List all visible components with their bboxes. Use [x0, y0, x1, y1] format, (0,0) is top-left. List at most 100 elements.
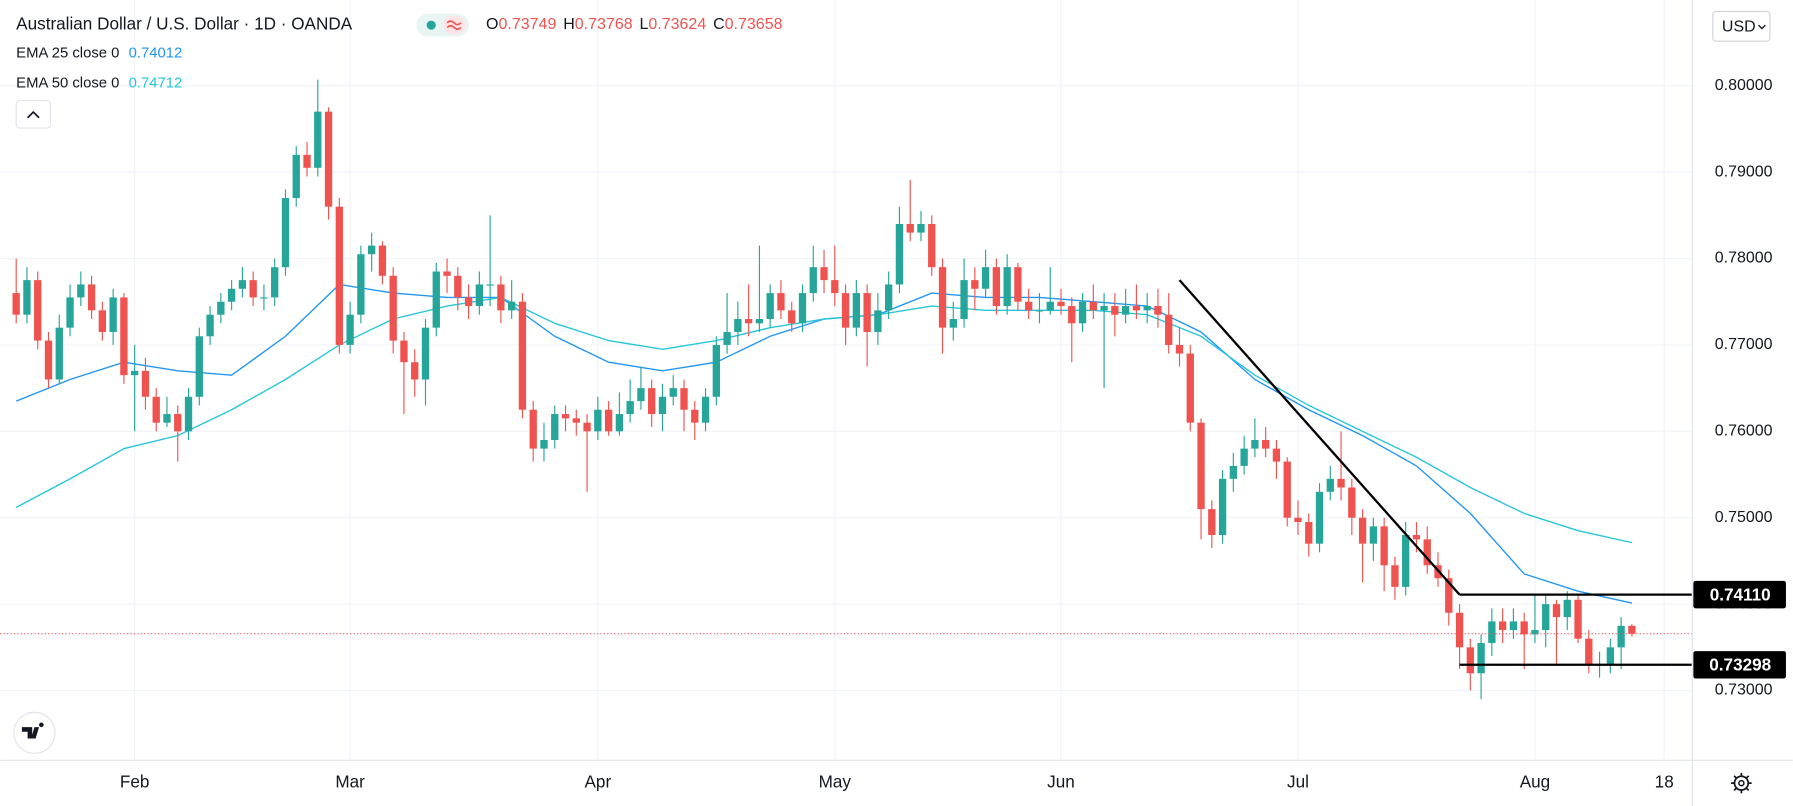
candle-body — [195, 336, 203, 397]
candle-body — [1175, 344, 1184, 354]
candle-body — [1014, 267, 1022, 302]
candle-body — [1078, 301, 1087, 324]
ohlc-legend: O0.73749 H0.73768 L0.73624 C0.73658 — [486, 16, 783, 33]
candle-body — [744, 319, 753, 324]
candle-body — [131, 370, 139, 376]
candle-body — [917, 223, 925, 233]
candle-body — [378, 245, 387, 276]
candle-body — [1121, 306, 1130, 315]
indicator-text: EMA 25 close 0 0.74012 — [16, 46, 182, 62]
candle-body — [174, 414, 182, 432]
y-tick-label: 0.80000 — [1715, 77, 1773, 94]
settings-button[interactable] — [1731, 772, 1752, 794]
candle-body — [906, 223, 914, 233]
candle-body — [1563, 599, 1571, 618]
ohlc-key: H — [563, 16, 575, 33]
trendline — [1178, 279, 1461, 596]
candle-body — [723, 331, 731, 345]
candle-body — [766, 293, 774, 320]
candle-body — [1283, 461, 1291, 518]
candle-body — [421, 327, 430, 380]
tradingview-logo[interactable] — [13, 711, 56, 754]
candle-body — [1498, 621, 1507, 631]
candle-body — [1542, 604, 1550, 631]
ohlc-value: 0.73658 — [725, 16, 783, 33]
candle-body — [1606, 647, 1615, 665]
x-tick-label: Jul — [1287, 772, 1309, 792]
candle-body — [1574, 599, 1582, 639]
candle-body — [518, 301, 527, 410]
candle-body — [1358, 517, 1367, 544]
candle-body — [1326, 478, 1334, 492]
gear-teeth — [1731, 772, 1752, 794]
candle-body — [367, 245, 376, 255]
candle-body — [809, 267, 817, 294]
candle-body — [281, 198, 290, 268]
candle-body — [648, 388, 656, 415]
candle-body — [249, 280, 257, 298]
collapse-button[interactable] — [15, 100, 52, 129]
candle-body — [1628, 625, 1636, 634]
candle-body — [583, 422, 591, 432]
candle-body — [87, 284, 96, 311]
indicator-legend: EMA 25 close 0 0.74012 EMA 50 close 0 0.747… — [16, 46, 182, 92]
x-tick-label: Aug — [1520, 772, 1550, 792]
candle-body — [184, 396, 193, 432]
indicator-value: 0.74012 — [129, 46, 183, 62]
candle-body — [928, 223, 936, 268]
candle-body — [658, 396, 667, 415]
candle-body — [701, 396, 710, 423]
currency-button[interactable] — [1712, 10, 1771, 42]
candle-body — [1186, 353, 1194, 423]
candle-body — [227, 288, 236, 302]
candle-body — [260, 297, 268, 299]
candle-body — [691, 409, 699, 423]
ohlc-text: O0.73749 H0.73768 L0.73624 C0.73658 — [486, 16, 783, 33]
candle-body — [1003, 267, 1011, 307]
candle-body — [938, 267, 947, 328]
x-tick-label: May — [819, 772, 852, 792]
candle-body — [1197, 422, 1205, 510]
candle-body — [389, 275, 397, 341]
candle-body — [863, 293, 871, 332]
candle-body — [1272, 448, 1281, 462]
level-label: 0.73298 — [1709, 654, 1771, 674]
candle-body — [1391, 565, 1399, 587]
candle-body — [680, 388, 688, 410]
candle-body — [475, 284, 484, 307]
candle-body — [109, 297, 117, 332]
candle-body — [1111, 306, 1119, 315]
candle-body — [755, 319, 764, 324]
currency-label: USD — [1722, 19, 1756, 36]
candle-body — [1509, 621, 1518, 631]
candle-body — [314, 111, 322, 168]
candle-body — [1089, 301, 1097, 311]
wave-icon — [446, 20, 462, 30]
x-tick-label: Apr — [585, 772, 612, 792]
candle-body — [1100, 306, 1108, 311]
candle-body — [1402, 535, 1410, 587]
candle-body — [1294, 517, 1302, 523]
ohlc-key: L — [639, 16, 648, 33]
y-tick-label: 0.75000 — [1715, 509, 1773, 526]
candle-body — [604, 409, 613, 432]
candle-body — [1455, 612, 1464, 648]
indicator-value: 0.74712 — [129, 75, 183, 91]
candle-body — [1143, 306, 1151, 311]
candle-body — [335, 206, 343, 345]
candle-body — [1531, 630, 1539, 635]
candle-body — [960, 280, 968, 320]
candle-body — [238, 280, 247, 289]
chart-title: Australian Dollar / U.S. Dollar · 1D · O… — [16, 14, 353, 34]
candle-body — [1488, 621, 1496, 644]
candle-body — [529, 409, 537, 449]
candle-body — [346, 314, 354, 345]
candle-body — [1617, 625, 1625, 648]
candle-body — [874, 310, 882, 332]
candle-body — [77, 284, 85, 298]
candle-body — [217, 301, 225, 315]
candle-body — [206, 314, 214, 337]
candle-body — [1251, 439, 1259, 449]
candle-body — [895, 223, 904, 285]
